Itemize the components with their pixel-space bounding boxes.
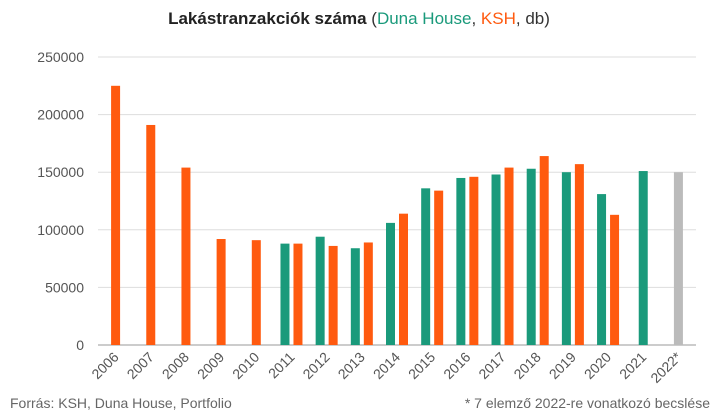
bar-ksh-2011	[293, 243, 303, 345]
bar-ksh-2018	[539, 156, 549, 345]
bar-ksh-2014	[399, 213, 408, 345]
estimate-footnote: * 7 elemző 2022-re vonatkozó becslése	[464, 395, 710, 411]
chart-title-open: (	[366, 9, 377, 28]
bar-ksh-2020	[610, 214, 620, 345]
bar-ksh-2010	[251, 240, 261, 345]
bar-duna-house-2013	[350, 248, 360, 345]
bar-ksh-2013	[363, 242, 373, 345]
x-tick-label: 2013	[335, 349, 368, 382]
bar-duna-house-2012	[315, 236, 325, 345]
bar-duna-house-2017	[491, 174, 501, 345]
bar-ksh-2016	[469, 176, 479, 345]
bar-duna-house-2019	[561, 172, 571, 345]
bar-ksh-2006	[111, 85, 121, 346]
bar-duna-house-2016	[456, 177, 466, 345]
y-tick-label: 100000	[37, 222, 84, 238]
bar-ksh-2017	[504, 167, 514, 345]
x-tick-label: 2006	[88, 349, 121, 382]
bar-ksh-2008	[181, 167, 191, 345]
bar-ksh-2009	[216, 239, 226, 345]
x-tick-label: 2022*	[647, 348, 685, 386]
bar-duna-house-2011	[280, 243, 290, 345]
x-tick-label: 2012	[299, 349, 332, 382]
x-tick-label: 2009	[194, 349, 227, 382]
bar-ksh-2015	[434, 190, 444, 345]
bar-duna-house-2020	[597, 194, 607, 345]
bar-duna-house-2014	[386, 222, 395, 345]
bar-duna-house-2018	[526, 168, 536, 345]
bar-duna-house-2021	[638, 171, 648, 345]
y-tick-label: 50000	[45, 279, 84, 295]
bar-duna-house-2015	[421, 188, 431, 345]
bar-ksh-2019	[574, 164, 584, 345]
x-tick-label: 2007	[124, 349, 157, 382]
x-tick-label: 2017	[475, 349, 508, 382]
chart-title-main: Lakástranzakciók száma	[168, 9, 367, 28]
x-tick-label: 2015	[405, 349, 438, 382]
bar-estimate-2022	[673, 172, 683, 345]
x-tick-label: 2010	[229, 349, 262, 382]
source-note: Forrás: KSH, Duna House, Portfolio	[10, 395, 232, 411]
x-tick-label: 2021	[616, 349, 649, 382]
x-tick-label: 2014	[370, 349, 403, 382]
chart-title-series-duna-house: Duna House	[376, 9, 472, 28]
chart-title: Lakástranzakciók száma (Duna House, KSH,…	[0, 9, 718, 29]
chart-title-series-ksh: KSH	[480, 9, 516, 28]
chart-title-unit: , db)	[515, 9, 550, 28]
y-tick-label: 200000	[37, 107, 84, 123]
x-tick-label: 2020	[581, 349, 614, 382]
bar-ksh-2007	[146, 124, 156, 345]
x-tick-label: 2008	[159, 349, 192, 382]
x-tick-label: 2016	[440, 349, 473, 382]
chart-title-sep1: ,	[471, 9, 481, 28]
x-tick-label: 2018	[510, 349, 543, 382]
y-tick-label: 250000	[37, 49, 84, 65]
x-tick-label: 2011	[265, 349, 298, 382]
bar-ksh-2012	[328, 245, 338, 345]
y-tick-label: 0	[76, 337, 84, 353]
y-tick-label: 150000	[37, 164, 84, 180]
x-tick-label: 2019	[546, 349, 579, 382]
